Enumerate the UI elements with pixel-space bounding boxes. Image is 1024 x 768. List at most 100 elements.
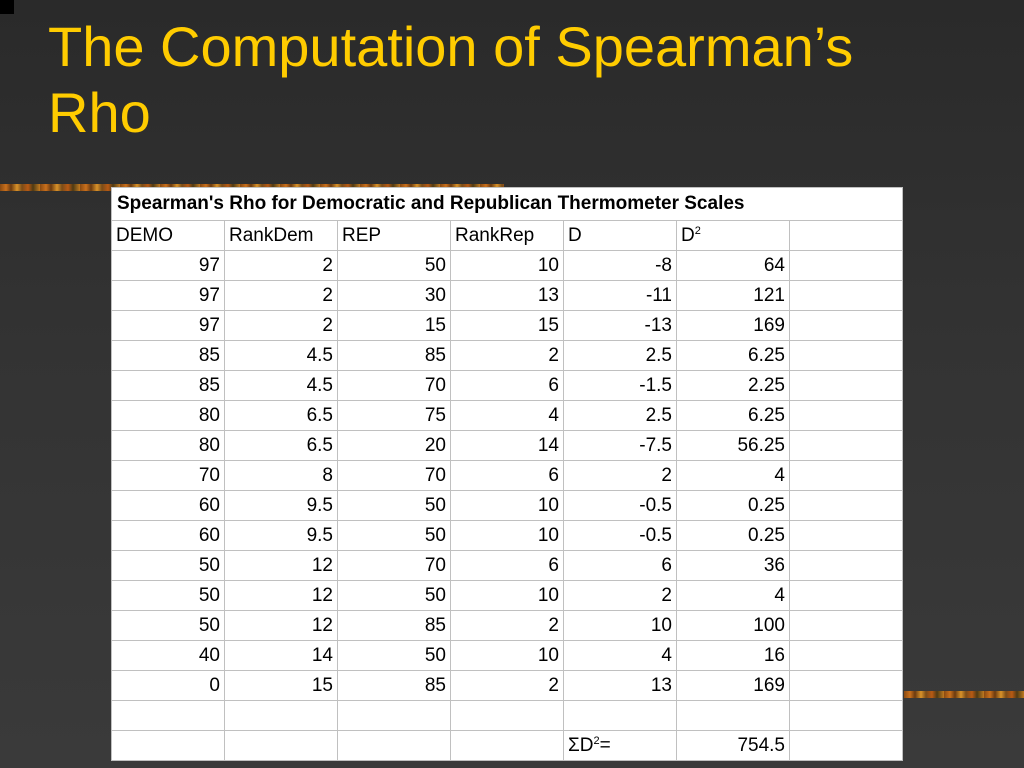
cell-d: -13 <box>563 310 677 341</box>
cell-empty <box>789 370 903 401</box>
cell-empty <box>789 700 903 731</box>
cell-rep: 70 <box>337 550 451 581</box>
header-rep: REP <box>337 220 451 251</box>
cell-rep: 50 <box>337 490 451 521</box>
table-row: 0 15 85 2 13 169 <box>111 670 903 701</box>
cell-empty <box>789 400 903 431</box>
cell-rankdem: 4.5 <box>224 370 338 401</box>
cell-rankdem: 2 <box>224 250 338 281</box>
cell-d-squared: 56.25 <box>676 430 790 461</box>
header-rankdem: RankDem <box>224 220 338 251</box>
cell-demo: 50 <box>111 580 225 611</box>
cell-empty <box>789 490 903 521</box>
cell-demo: 97 <box>111 280 225 311</box>
cell-d-squared: 169 <box>676 670 790 701</box>
header-empty <box>789 220 903 251</box>
cell-demo: 85 <box>111 340 225 371</box>
cell-rep: 70 <box>337 460 451 491</box>
header-d: D <box>563 220 677 251</box>
cell-empty <box>337 700 451 731</box>
cell-rankdem: 12 <box>224 550 338 581</box>
cell-demo: 85 <box>111 370 225 401</box>
cell-rankdem: 2 <box>224 310 338 341</box>
cell-rep: 85 <box>337 670 451 701</box>
cell-d: -0.5 <box>563 520 677 551</box>
cell-d-squared: 4 <box>676 580 790 611</box>
cell-rankdem: 6.5 <box>224 430 338 461</box>
table-row: 50 12 70 6 6 36 <box>111 550 903 581</box>
cell-rep: 50 <box>337 520 451 551</box>
cell-rankrep: 4 <box>450 400 564 431</box>
cell-rankrep: 14 <box>450 430 564 461</box>
cell-empty <box>789 430 903 461</box>
header-demo: DEMO <box>111 220 225 251</box>
spearman-table-container: Spearman's Rho for Democratic and Republ… <box>111 187 903 761</box>
cell-rep: 30 <box>337 280 451 311</box>
cell-rankdem: 8 <box>224 460 338 491</box>
cell-d: 4 <box>563 640 677 671</box>
cell-d: 10 <box>563 610 677 641</box>
cell-empty <box>789 460 903 491</box>
cell-d: -8 <box>563 250 677 281</box>
cell-demo: 97 <box>111 310 225 341</box>
cell-empty <box>111 700 225 731</box>
cell-rep: 85 <box>337 340 451 371</box>
cell-rankdem: 9.5 <box>224 520 338 551</box>
sum-value: 754.5 <box>676 730 790 761</box>
cell-rankdem: 4.5 <box>224 340 338 371</box>
table-sum-row: ΣD2= 754.5 <box>111 730 903 761</box>
table-row: 60 9.5 50 10 -0.5 0.25 <box>111 520 903 551</box>
header-d-squared-base: D <box>681 224 695 246</box>
slide-title-line-1: The Computation of Spearman’s <box>48 15 854 78</box>
cell-rankrep: 10 <box>450 520 564 551</box>
cell-d-squared: 100 <box>676 610 790 641</box>
cell-empty <box>224 730 338 761</box>
cell-empty <box>789 550 903 581</box>
table-title-row: Spearman's Rho for Democratic and Republ… <box>111 187 903 221</box>
cell-empty <box>676 700 790 731</box>
cell-d: -0.5 <box>563 490 677 521</box>
corner-mark <box>0 0 14 14</box>
table-row: 50 12 50 10 2 4 <box>111 580 903 611</box>
cell-empty <box>789 640 903 671</box>
cell-rankrep: 13 <box>450 280 564 311</box>
cell-d-squared: 6.25 <box>676 400 790 431</box>
cell-empty <box>789 520 903 551</box>
cell-empty <box>450 700 564 731</box>
cell-rep: 20 <box>337 430 451 461</box>
sum-label-exponent: 2 <box>593 734 600 747</box>
cell-d-squared: 6.25 <box>676 340 790 371</box>
cell-d: 6 <box>563 550 677 581</box>
cell-rankrep: 10 <box>450 580 564 611</box>
cell-rep: 50 <box>337 640 451 671</box>
cell-rankrep: 10 <box>450 640 564 671</box>
cell-empty <box>563 700 677 731</box>
cell-d-squared: 169 <box>676 310 790 341</box>
slide-title: The Computation of Spearman’s Rho <box>48 14 988 146</box>
table-blank-row <box>111 700 903 731</box>
table-row: 80 6.5 75 4 2.5 6.25 <box>111 400 903 431</box>
cell-rep: 75 <box>337 400 451 431</box>
table-row: 70 8 70 6 2 4 <box>111 460 903 491</box>
cell-rankrep: 2 <box>450 670 564 701</box>
cell-rep: 50 <box>337 250 451 281</box>
table-row: 80 6.5 20 14 -7.5 56.25 <box>111 430 903 461</box>
spearman-table: Spearman's Rho for Democratic and Republ… <box>111 187 903 761</box>
table-row: 97 2 50 10 -8 64 <box>111 250 903 281</box>
header-d-squared-exponent: 2 <box>694 224 701 237</box>
cell-rankrep: 10 <box>450 490 564 521</box>
cell-d-squared: 0.25 <box>676 490 790 521</box>
cell-rankdem: 12 <box>224 610 338 641</box>
cell-empty <box>789 730 903 761</box>
cell-demo: 97 <box>111 250 225 281</box>
header-d-squared: D2 <box>676 220 790 251</box>
cell-empty <box>789 280 903 311</box>
cell-rankrep: 6 <box>450 460 564 491</box>
slide-title-line-2: Rho <box>48 81 151 144</box>
cell-demo: 40 <box>111 640 225 671</box>
cell-empty <box>450 730 564 761</box>
cell-rep: 85 <box>337 610 451 641</box>
cell-rep: 50 <box>337 580 451 611</box>
cell-rankrep: 6 <box>450 370 564 401</box>
table-row: 85 4.5 85 2 2.5 6.25 <box>111 340 903 371</box>
